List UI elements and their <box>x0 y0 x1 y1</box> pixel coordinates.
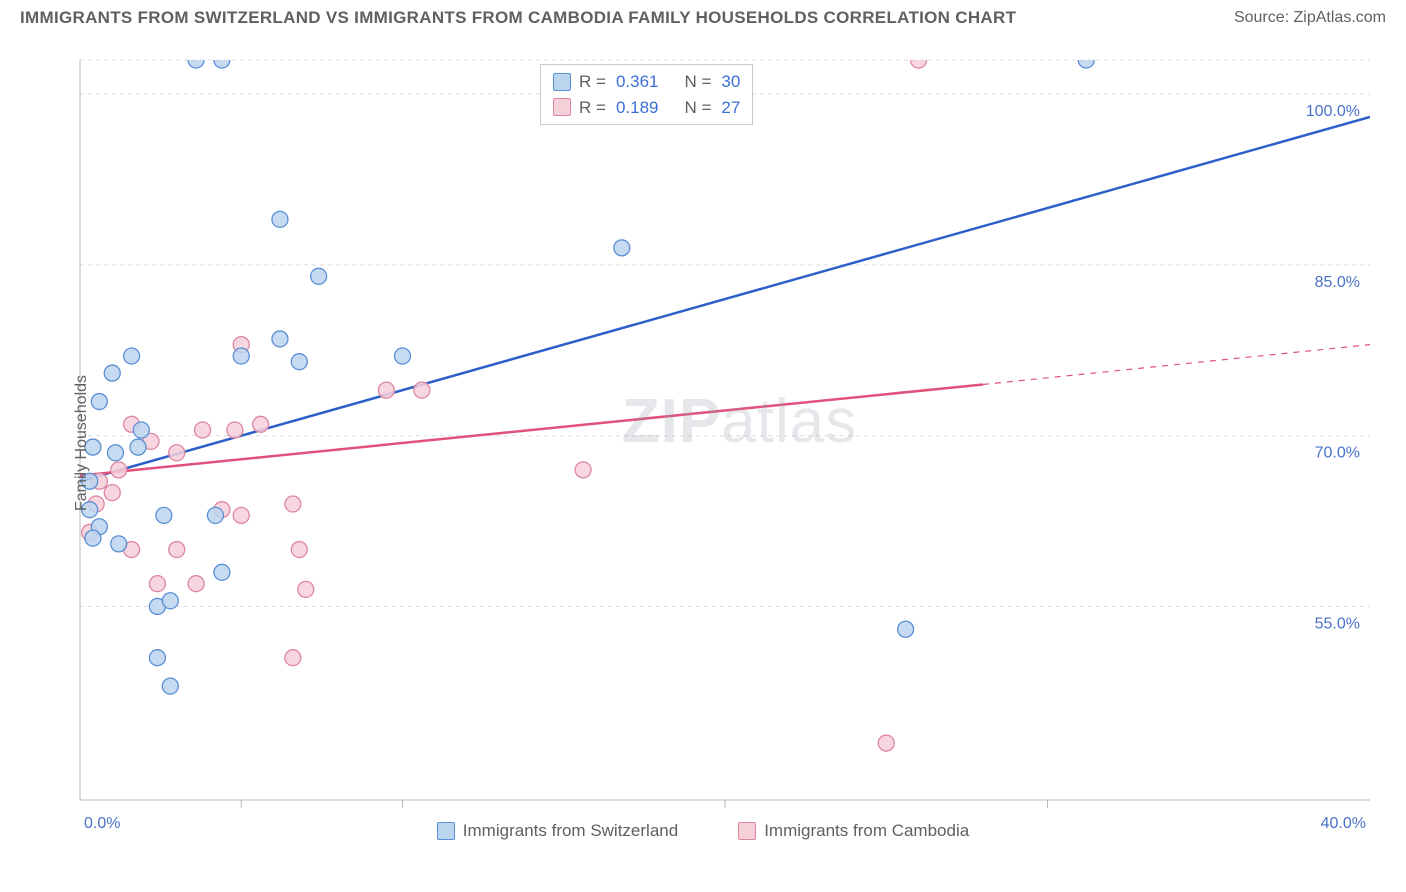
legend-swatch-icon <box>738 822 756 840</box>
legend-swatch-icon <box>553 73 571 91</box>
legend-row: R =0.361N =30 <box>553 69 740 95</box>
legend-row: R =0.189N =27 <box>553 95 740 121</box>
chart-container: Family Households 55.0%70.0%85.0%100.0%0… <box>20 40 1386 845</box>
series-legend: Immigrants from Switzerland Immigrants fr… <box>20 821 1386 841</box>
legend-swatch-icon <box>553 98 571 116</box>
legend-item: Immigrants from Cambodia <box>738 821 969 841</box>
legend-label: Immigrants from Switzerland <box>463 821 678 841</box>
correlation-legend: R =0.361N =30R =0.189N =27 <box>540 64 753 125</box>
source-label: Source: ZipAtlas.com <box>1234 9 1386 27</box>
chart-title: IMMIGRANTS FROM SWITZERLAND VS IMMIGRANT… <box>20 8 1016 28</box>
scatter-chart: 55.0%70.0%85.0%100.0%0.0%40.0% <box>20 40 1386 845</box>
svg-text:85.0%: 85.0% <box>1315 274 1360 291</box>
legend-item: Immigrants from Switzerland <box>437 821 678 841</box>
legend-swatch-icon <box>437 822 455 840</box>
svg-text:55.0%: 55.0% <box>1315 615 1360 632</box>
svg-text:70.0%: 70.0% <box>1315 445 1360 462</box>
y-axis-label: Family Households <box>73 374 91 510</box>
legend-label: Immigrants from Cambodia <box>764 821 969 841</box>
svg-text:100.0%: 100.0% <box>1306 103 1360 120</box>
